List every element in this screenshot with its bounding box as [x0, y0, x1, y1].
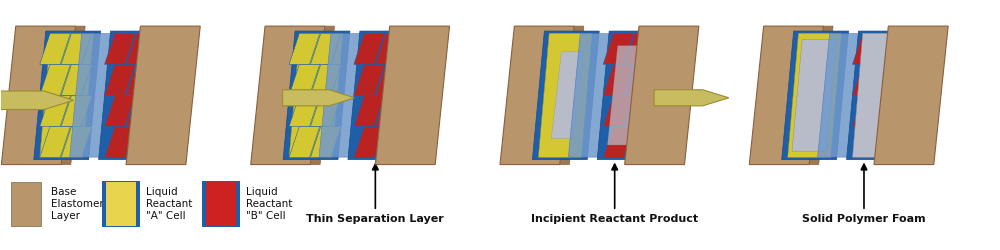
Polygon shape [375, 34, 406, 64]
Polygon shape [560, 26, 584, 164]
Polygon shape [61, 64, 92, 95]
Polygon shape [102, 181, 140, 227]
Polygon shape [853, 96, 883, 126]
Polygon shape [847, 31, 913, 160]
Polygon shape [126, 26, 200, 164]
Text: Thin Separation Layer: Thin Separation Layer [306, 164, 444, 224]
Polygon shape [105, 126, 135, 158]
Polygon shape [105, 96, 135, 126]
Polygon shape [311, 126, 341, 158]
Polygon shape [749, 26, 823, 164]
Text: Liquid
Reactant
"B" Cell: Liquid Reactant "B" Cell [246, 187, 292, 221]
Polygon shape [61, 26, 85, 164]
Polygon shape [61, 34, 92, 64]
Text: Solid Polymer Foam: Solid Polymer Foam [802, 164, 926, 224]
Polygon shape [40, 96, 70, 126]
Polygon shape [782, 31, 849, 160]
Polygon shape [40, 34, 70, 64]
Polygon shape [289, 126, 320, 158]
Polygon shape [853, 34, 883, 64]
Polygon shape [348, 31, 415, 160]
Polygon shape [311, 64, 341, 95]
Polygon shape [354, 34, 385, 64]
Polygon shape [853, 64, 883, 95]
Polygon shape [105, 64, 135, 95]
Polygon shape [532, 31, 599, 160]
Polygon shape [853, 126, 883, 158]
Polygon shape [874, 96, 905, 126]
Text: Liquid
Reactant
"A" Cell: Liquid Reactant "A" Cell [146, 187, 192, 221]
Polygon shape [61, 126, 92, 158]
Polygon shape [788, 33, 841, 158]
Polygon shape [874, 26, 948, 164]
Polygon shape [311, 26, 334, 164]
PathPatch shape [0, 91, 74, 110]
Polygon shape [105, 34, 135, 64]
Polygon shape [283, 31, 350, 160]
Polygon shape [625, 34, 655, 64]
Polygon shape [874, 126, 905, 158]
Polygon shape [126, 64, 157, 95]
Polygon shape [289, 96, 320, 126]
Polygon shape [289, 34, 320, 64]
Polygon shape [11, 182, 41, 226]
Polygon shape [818, 34, 878, 157]
Text: Incipient Reactant Product: Incipient Reactant Product [531, 164, 698, 224]
Polygon shape [500, 26, 574, 164]
Polygon shape [538, 33, 592, 158]
Polygon shape [603, 96, 634, 126]
Polygon shape [597, 31, 664, 160]
Polygon shape [354, 126, 385, 158]
PathPatch shape [283, 90, 354, 106]
Polygon shape [126, 34, 157, 64]
Polygon shape [809, 26, 833, 164]
Polygon shape [61, 96, 92, 126]
Polygon shape [99, 31, 165, 160]
Polygon shape [853, 33, 906, 158]
Polygon shape [34, 31, 101, 160]
Polygon shape [375, 126, 406, 158]
Polygon shape [251, 26, 325, 164]
Polygon shape [202, 181, 240, 227]
Polygon shape [603, 126, 634, 158]
Polygon shape [40, 126, 70, 158]
PathPatch shape [654, 90, 729, 106]
Polygon shape [206, 182, 236, 226]
Polygon shape [40, 64, 70, 95]
Polygon shape [625, 64, 655, 95]
Polygon shape [792, 40, 836, 151]
Polygon shape [354, 96, 385, 126]
Polygon shape [311, 34, 341, 64]
Polygon shape [603, 64, 634, 95]
Polygon shape [568, 34, 629, 157]
Polygon shape [289, 64, 320, 95]
Polygon shape [625, 126, 655, 158]
Polygon shape [375, 26, 450, 164]
Polygon shape [106, 182, 136, 226]
Polygon shape [874, 34, 905, 64]
Polygon shape [311, 96, 341, 126]
Polygon shape [375, 64, 406, 95]
Polygon shape [375, 96, 406, 126]
Text: Base
Elastomer
Layer: Base Elastomer Layer [51, 187, 104, 221]
Polygon shape [126, 96, 157, 126]
Polygon shape [70, 34, 131, 157]
Polygon shape [319, 34, 380, 157]
Polygon shape [40, 33, 93, 158]
Polygon shape [354, 64, 385, 95]
Polygon shape [625, 26, 699, 164]
Polygon shape [874, 64, 905, 95]
Polygon shape [625, 96, 655, 126]
Polygon shape [126, 126, 157, 158]
Polygon shape [289, 33, 343, 158]
Polygon shape [603, 34, 634, 64]
Polygon shape [608, 46, 652, 145]
Polygon shape [1, 26, 76, 164]
Polygon shape [551, 52, 583, 139]
